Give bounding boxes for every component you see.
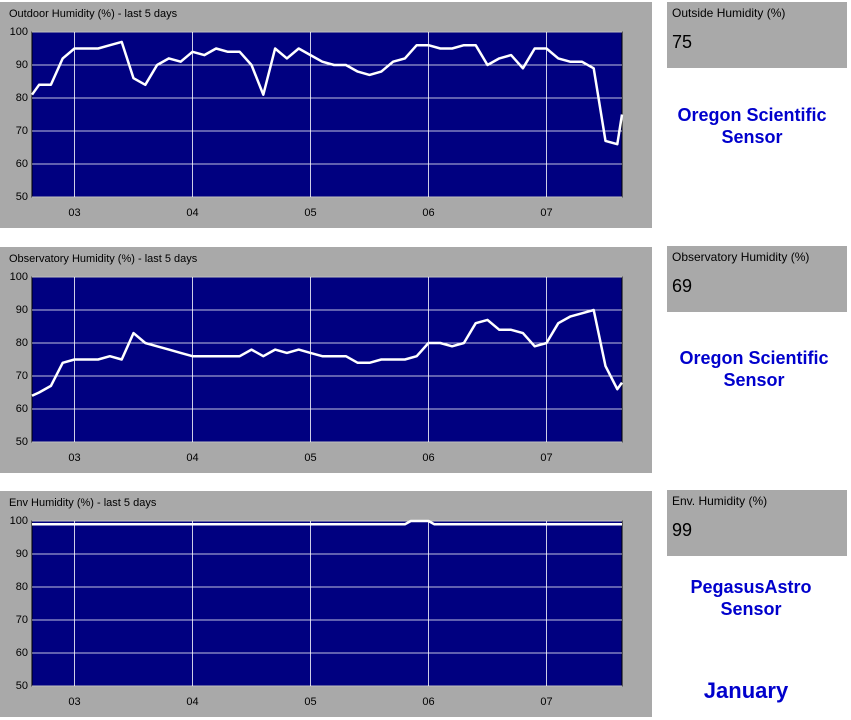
y-tick-label: 90 bbox=[16, 59, 28, 71]
x-tick-label: 04 bbox=[186, 452, 198, 464]
x-tick-label: 03 bbox=[68, 207, 80, 219]
y-tick-label: 50 bbox=[16, 191, 28, 203]
readout: Outside Humidity (%) 75 bbox=[667, 2, 847, 68]
plot-area bbox=[31, 520, 623, 687]
x-tick-label: 04 bbox=[186, 696, 198, 708]
readout-label: Observatory Humidity (%) bbox=[672, 250, 810, 264]
y-tick-label: 100 bbox=[10, 26, 28, 38]
readout-label: Outside Humidity (%) bbox=[672, 6, 786, 20]
readout-value: 75 bbox=[672, 32, 693, 52]
x-tick-label: 07 bbox=[540, 696, 552, 708]
x-tick-label: 07 bbox=[540, 452, 552, 464]
x-tick-label: 03 bbox=[68, 696, 80, 708]
readout-value: 99 bbox=[672, 520, 693, 540]
x-tick-label: 06 bbox=[422, 207, 434, 219]
sensor-label: Oregon Scientific Sensor bbox=[679, 348, 829, 390]
month-label: January bbox=[703, 678, 789, 703]
y-tick-label: 60 bbox=[16, 647, 28, 659]
x-tick-label: 06 bbox=[422, 452, 434, 464]
y-tick-label: 50 bbox=[16, 436, 28, 448]
plot-area bbox=[31, 31, 623, 198]
readout-label: Env. Humidity (%) bbox=[672, 494, 768, 508]
x-tick-label: 03 bbox=[68, 452, 80, 464]
y-tick-label: 80 bbox=[16, 581, 28, 593]
chart-title: Outdoor Humidity (%) - last 5 days bbox=[9, 8, 178, 20]
y-tick-label: 80 bbox=[16, 92, 28, 104]
readout: Observatory Humidity (%) 69 bbox=[667, 246, 847, 312]
y-tick-label: 90 bbox=[16, 304, 28, 316]
readout-value: 69 bbox=[672, 276, 693, 296]
x-tick-label: 07 bbox=[540, 207, 552, 219]
y-tick-label: 100 bbox=[10, 271, 28, 283]
readout: Env. Humidity (%) 99 bbox=[667, 490, 847, 556]
sensor-label: Oregon Scientific Sensor bbox=[677, 105, 827, 147]
plot-area bbox=[31, 276, 623, 443]
data-line bbox=[32, 519, 622, 526]
y-tick-label: 100 bbox=[10, 515, 28, 527]
x-tick-label: 05 bbox=[304, 452, 316, 464]
chart-title: Env Humidity (%) - last 5 days bbox=[9, 497, 157, 509]
y-tick-label: 60 bbox=[16, 403, 28, 415]
data-line bbox=[30, 40, 624, 146]
y-tick-label: 90 bbox=[16, 548, 28, 560]
x-tick-label: 05 bbox=[304, 207, 316, 219]
chart-title: Observatory Humidity (%) - last 5 days bbox=[9, 253, 198, 265]
y-tick-label: 70 bbox=[16, 125, 28, 137]
charts: Outdoor Humidity (%) - last 5 days 50 60 70… bbox=[0, 2, 652, 717]
sensor-label: PegasusAstro Sensor bbox=[690, 577, 812, 619]
y-tick-label: 80 bbox=[16, 337, 28, 349]
x-tick-label: 05 bbox=[304, 696, 316, 708]
y-tick-label: 70 bbox=[16, 614, 28, 626]
y-tick-label: 50 bbox=[16, 680, 28, 692]
x-tick-label: 06 bbox=[422, 696, 434, 708]
y-tick-label: 70 bbox=[16, 370, 28, 382]
y-tick-label: 60 bbox=[16, 158, 28, 170]
data-line bbox=[31, 308, 624, 397]
x-tick-label: 04 bbox=[186, 207, 198, 219]
